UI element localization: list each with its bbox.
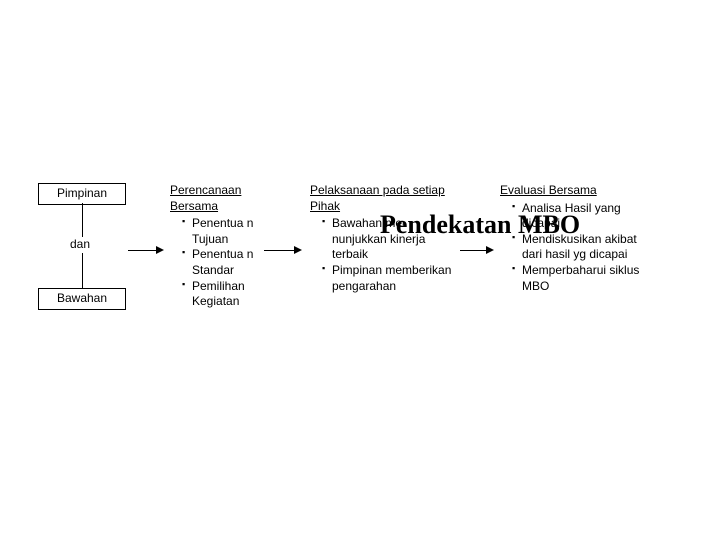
- connector-bottom: [82, 253, 83, 288]
- list-item: Pemilihan Kegiatan: [182, 279, 266, 310]
- list-item: Penentua n Tujuan: [182, 216, 266, 247]
- arrow2-head: [294, 246, 302, 254]
- arrow3-line: [460, 250, 488, 251]
- panel1-title: Perencanaan Bersama: [170, 183, 266, 214]
- panel1-list: Penentua n Tujuan Penentua n Standar Pem…: [170, 216, 266, 310]
- box-pimpinan: Pimpinan: [38, 183, 126, 205]
- arrow1-head: [156, 246, 164, 254]
- panel3-title: Evaluasi Bersama: [500, 183, 650, 199]
- box-pimpinan-label: Pimpinan: [57, 186, 107, 200]
- arrow2-line: [264, 250, 296, 251]
- arrow1-line: [128, 250, 158, 251]
- panel-perencanaan: Perencanaan Bersama Penentua n Tujuan Pe…: [170, 183, 266, 310]
- connector-top: [82, 203, 83, 237]
- list-item: Penentua n Standar: [182, 247, 266, 278]
- box-bawahan-label: Bawahan: [57, 291, 107, 305]
- list-item: Memperbaharui siklus MBO: [512, 263, 650, 294]
- list-item: Pimpinan memberikan pengarahan: [322, 263, 460, 294]
- arrow3-head: [486, 246, 494, 254]
- dan-label: dan: [70, 237, 90, 251]
- overlay-title: Pendekatan MBO: [380, 210, 580, 240]
- box-bawahan: Bawahan: [38, 288, 126, 310]
